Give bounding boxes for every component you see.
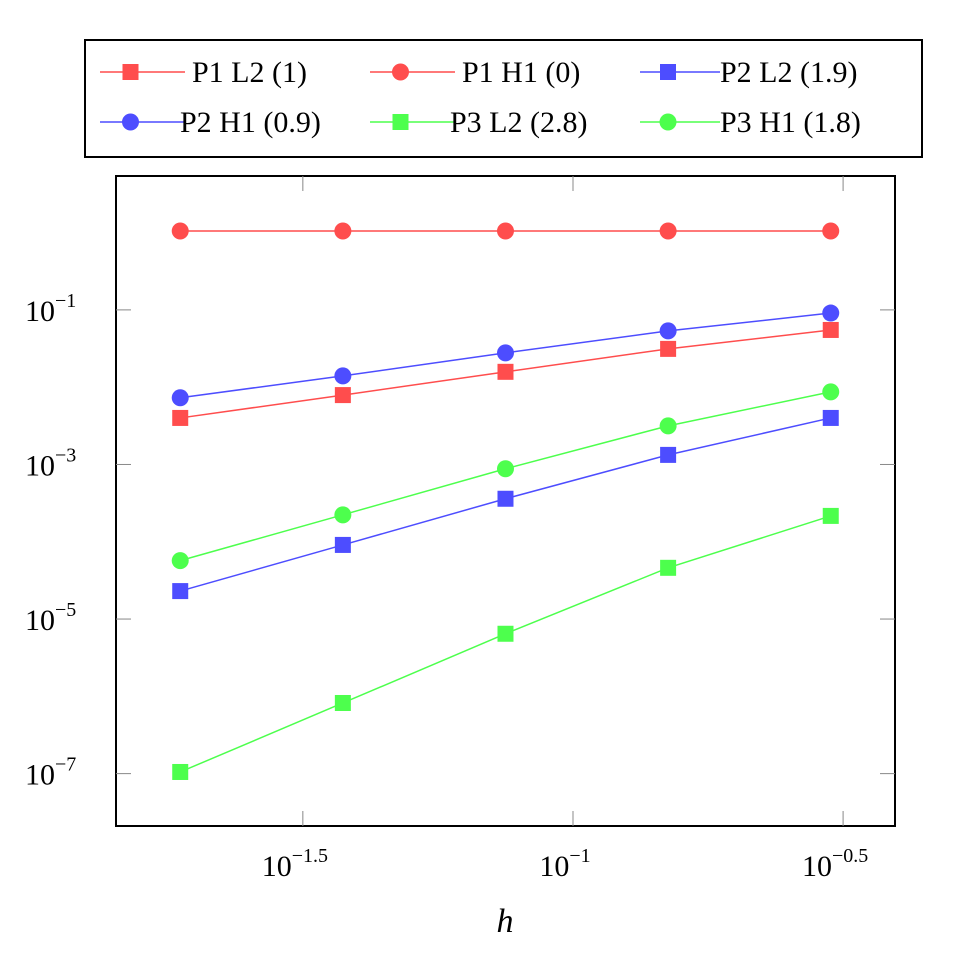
- legend: P1 L2 (1) P1 H1 (0) P2 L2 (1.9) P2 H1 (0.9)…: [84, 39, 923, 158]
- series-p3-h1-1-8: [171, 383, 840, 570]
- data-point: [172, 583, 189, 600]
- legend-label: P2 L2 (1.9): [720, 56, 858, 89]
- data-point: [660, 340, 677, 357]
- legend-marker: [122, 113, 139, 131]
- data-point: [496, 460, 514, 478]
- legend-entry: P1 H1 (0): [370, 56, 580, 89]
- data-point: [496, 344, 514, 362]
- data-point: [171, 552, 189, 570]
- legend-entry: P2 H1 (0.9): [100, 106, 321, 139]
- legend-label: P3 H1 (1.8): [720, 106, 861, 139]
- data-point: [334, 506, 352, 524]
- x-tick-label: 10−0.5: [802, 845, 868, 883]
- legend-marker: [392, 114, 409, 130]
- legend-entry: P2 L2 (1.9): [640, 56, 858, 89]
- data-point: [334, 387, 351, 404]
- data-point: [659, 322, 677, 340]
- data-point: [822, 321, 839, 338]
- data-point: [334, 536, 351, 553]
- legend-label: P1 L2 (1): [192, 56, 307, 89]
- data-point: [822, 507, 839, 524]
- data-point: [659, 417, 677, 435]
- legend-marker: [122, 64, 139, 80]
- series-p1-h1-0: [171, 222, 840, 240]
- legend-entry: P3 L2 (2.8): [370, 106, 588, 139]
- data-point: [171, 389, 189, 407]
- data-point: [660, 559, 677, 576]
- y-tick-label: 10−7: [25, 754, 76, 792]
- y-tick-label: 10−5: [25, 599, 76, 637]
- data-point: [659, 222, 677, 240]
- x-axis-label: h: [497, 903, 514, 940]
- y-tick-label: 10−3: [25, 444, 76, 482]
- series-p3-l2-2-8: [172, 507, 839, 780]
- data-point: [334, 694, 351, 711]
- legend-entry: P3 H1 (1.8): [640, 106, 861, 139]
- y-tick-label: 10−1: [25, 290, 76, 328]
- data-point: [822, 304, 840, 322]
- data-point: [497, 490, 514, 507]
- series-layer: [171, 222, 840, 780]
- legend-label: P2 H1 (0.9): [180, 106, 321, 139]
- legend-entry: P1 L2 (1): [100, 56, 307, 89]
- legend-box: [84, 39, 923, 158]
- data-point: [334, 222, 352, 240]
- data-point: [822, 383, 840, 401]
- ticks: 10−1.5 10−1 10−0.5 10−1 10−3 10−5 10−7: [25, 176, 895, 883]
- legend-label: P3 L2 (2.8): [450, 106, 588, 139]
- legend-label: P1 H1 (0): [462, 56, 580, 89]
- data-point: [496, 222, 514, 240]
- x-tick-label: 10−1: [539, 845, 590, 883]
- legend-marker: [659, 113, 677, 131]
- data-point: [497, 363, 514, 380]
- series-p2-h1-0-9: [171, 304, 840, 407]
- series-p1-l2-1: [172, 321, 839, 426]
- data-point: [172, 409, 189, 426]
- data-point: [497, 625, 514, 642]
- x-tick-label: 10−1.5: [262, 845, 328, 883]
- data-point: [822, 409, 839, 426]
- series-p2-l2-1-9: [172, 409, 839, 600]
- data-point: [822, 222, 840, 240]
- data-point: [172, 763, 189, 780]
- data-point: [171, 222, 189, 240]
- data-point: [660, 446, 677, 463]
- legend-marker: [660, 64, 676, 80]
- legend-marker: [392, 63, 409, 81]
- data-point: [334, 367, 352, 385]
